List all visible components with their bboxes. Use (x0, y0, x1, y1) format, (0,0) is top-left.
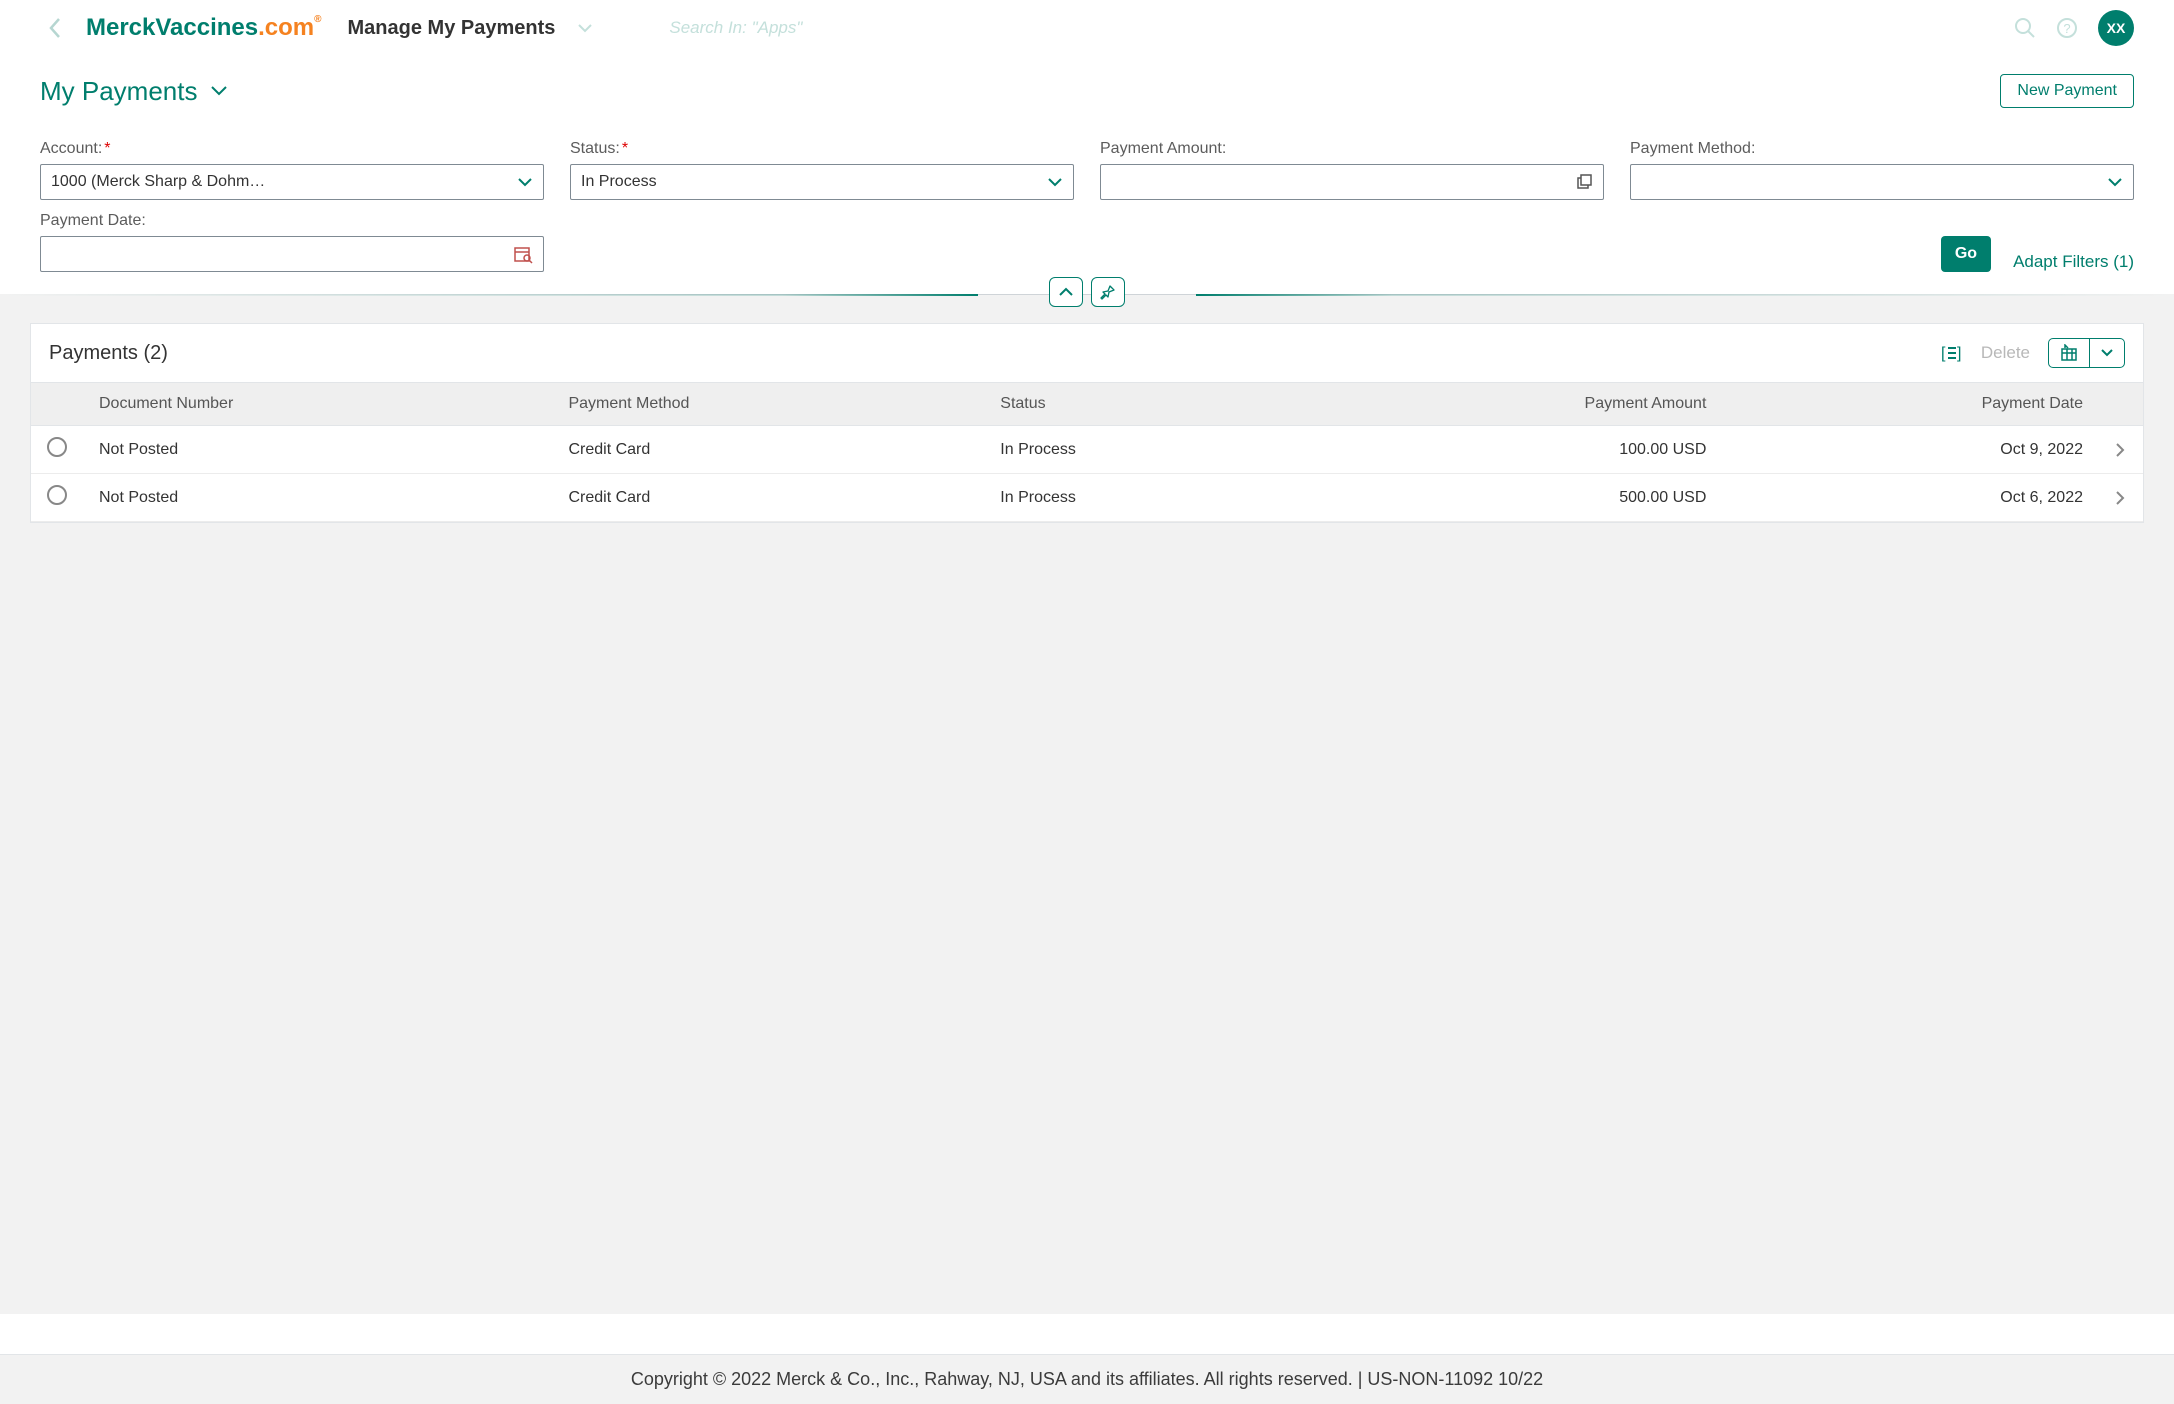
table-actions: [ ] Delete (1941, 338, 2125, 368)
value-help-icon[interactable] (1575, 173, 1593, 191)
search-placeholder: Search In: "Apps" (669, 18, 802, 37)
table-row[interactable]: Not PostedCredit CardIn Process100.00 US… (31, 426, 2143, 474)
cell-payment-amount: 100.00 USD (1288, 426, 1722, 474)
row-select-radio[interactable] (47, 485, 67, 505)
brand-reg-mark: ® (314, 14, 321, 25)
payments-table: Document Number Payment Method Status Pa… (31, 382, 2143, 522)
global-search[interactable]: Search In: "Apps" (669, 18, 1998, 38)
cell-status: In Process (984, 426, 1288, 474)
filter-bar: Account: 1000 (Merck Sharp & Dohm… Statu… (0, 116, 2174, 200)
footer-text: Copyright © 2022 Merck & Co., Inc., Rahw… (631, 1369, 1543, 1389)
col-nav (2099, 383, 2143, 426)
brand-part2: Vaccines (155, 14, 258, 41)
payments-card: Payments (2) [ ] Delete (30, 323, 2144, 523)
chevron-down-icon (517, 177, 533, 187)
divider (0, 294, 2174, 295)
filter-payment-amount-input[interactable] (1100, 164, 1604, 200)
filter-payment-date-label: Payment Date: (40, 212, 544, 230)
content-area: Payments (2) [ ] Delete (0, 295, 2174, 1314)
col-payment-method[interactable]: Payment Method (552, 383, 984, 426)
filter-payment-date: Payment Date: (40, 212, 544, 272)
brand-part3: .com (258, 14, 314, 41)
avatar[interactable]: XX (2098, 10, 2134, 46)
new-payment-button[interactable]: New Payment (2000, 74, 2134, 108)
pin-header-icon[interactable] (1091, 277, 1125, 307)
cell-payment-amount: 500.00 USD (1288, 474, 1722, 522)
row-nav-icon[interactable] (2099, 426, 2143, 474)
back-icon[interactable] (40, 13, 70, 43)
cell-status: In Process (984, 474, 1288, 522)
header-icons: ? XX (2014, 10, 2134, 46)
export-dropdown-icon[interactable] (2089, 339, 2124, 367)
export-icon[interactable] (2049, 339, 2089, 367)
filter-account-label: Account: (40, 140, 544, 158)
filter-payment-method: Payment Method: (1630, 140, 2134, 200)
adapt-filters-link[interactable]: Adapt Filters (1) (2013, 252, 2134, 272)
page-title-text: My Payments (40, 76, 198, 107)
table-header-row: Document Number Payment Method Status Pa… (31, 383, 2143, 426)
filter-status-select[interactable]: In Process (570, 164, 1074, 200)
cell-payment-date: Oct 9, 2022 (1722, 426, 2099, 474)
filter-status: Status: In Process (570, 140, 1074, 200)
go-button[interactable]: Go (1941, 236, 1991, 272)
brand-logo[interactable]: MerckVaccines.com® (86, 14, 322, 42)
table-title: Payments (2) (49, 342, 168, 365)
filter-account: Account: 1000 (Merck Sharp & Dohm… (40, 140, 544, 200)
row-nav-icon[interactable] (2099, 474, 2143, 522)
col-doc-number[interactable]: Document Number (83, 383, 552, 426)
filter-account-value: 1000 (Merck Sharp & Dohm… (51, 173, 265, 191)
app-title-dropdown-icon[interactable] (577, 23, 593, 33)
filter-payment-amount-label: Payment Amount: (1100, 140, 1604, 158)
top-header: MerckVaccines.com® Manage My Payments Se… (0, 0, 2174, 56)
col-payment-date[interactable]: Payment Date (1722, 383, 2099, 426)
footer: Copyright © 2022 Merck & Co., Inc., Rahw… (0, 1354, 2174, 1404)
col-select (31, 383, 83, 426)
filter-payment-date-input[interactable] (40, 236, 544, 272)
page-title-dropdown-icon[interactable] (210, 85, 228, 97)
svg-text:]: ] (1957, 345, 1961, 362)
search-icon[interactable] (2014, 17, 2036, 39)
col-payment-amount[interactable]: Payment Amount (1288, 383, 1722, 426)
details-icon[interactable]: [ ] (1941, 343, 1963, 363)
filter-account-select[interactable]: 1000 (Merck Sharp & Dohm… (40, 164, 544, 200)
chevron-down-icon (2107, 177, 2123, 187)
filter-payment-method-select[interactable] (1630, 164, 2134, 200)
table-row[interactable]: Not PostedCredit CardIn Process500.00 US… (31, 474, 2143, 522)
export-button[interactable] (2048, 338, 2125, 368)
cell-payment-method: Credit Card (552, 474, 984, 522)
app-title: Manage My Payments (348, 17, 556, 40)
delete-button: Delete (1981, 343, 2030, 363)
table-toolbar: Payments (2) [ ] Delete (31, 324, 2143, 382)
row-select-radio[interactable] (47, 437, 67, 457)
chevron-down-icon (1047, 177, 1063, 187)
cell-doc-number: Not Posted (83, 474, 552, 522)
filter-status-value: In Process (581, 173, 657, 191)
filter-payment-method-label: Payment Method: (1630, 140, 2134, 158)
svg-text:?: ? (2063, 21, 2070, 36)
collapse-header-icon[interactable] (1049, 277, 1083, 307)
brand-part1: Merck (86, 14, 155, 41)
col-status[interactable]: Status (984, 383, 1288, 426)
title-row: My Payments New Payment (0, 56, 2174, 116)
page-title[interactable]: My Payments (40, 76, 228, 107)
filter-payment-amount: Payment Amount: (1100, 140, 1604, 200)
cell-doc-number: Not Posted (83, 426, 552, 474)
calendar-search-icon[interactable] (513, 244, 533, 264)
help-icon[interactable]: ? (2056, 17, 2078, 39)
cell-payment-method: Credit Card (552, 426, 984, 474)
filter-status-label: Status: (570, 140, 1074, 158)
cell-payment-date: Oct 6, 2022 (1722, 474, 2099, 522)
svg-text:[: [ (1941, 345, 1946, 362)
